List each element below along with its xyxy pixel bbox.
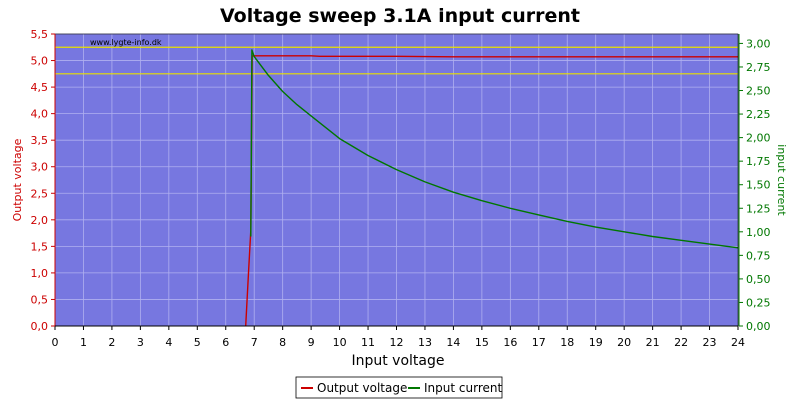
left-tick-label: 5,5 xyxy=(31,28,49,41)
x-tick-label: 17 xyxy=(532,336,546,349)
right-tick-label: 0,25 xyxy=(746,296,771,309)
x-tick-label: 2 xyxy=(108,336,115,349)
chart-title: Voltage sweep 3.1A input current xyxy=(220,5,580,27)
right-tick-label: 2,00 xyxy=(746,132,771,145)
left-tick-label: 0,5 xyxy=(31,293,49,306)
x-tick-label: 22 xyxy=(674,336,688,349)
right-tick-label: 1,50 xyxy=(746,179,771,192)
x-tick-label: 20 xyxy=(617,336,631,349)
left-axis-ticks: 0,0 0,5 1,0 1,5 2,0 2,5 3,0 3,5 4,0 4,5 5,0 5,5 xyxy=(31,28,55,333)
x-tick-label: 16 xyxy=(503,336,517,349)
series-lines xyxy=(245,49,739,327)
right-axis-ticks: 0,00 0,25 0,50 0,75 1,00 1,25 1,50 1,75 2,00 2,25… xyxy=(739,37,771,333)
x-tick-label: 19 xyxy=(589,336,603,349)
right-tick-label: 0,00 xyxy=(746,320,771,333)
x-tick-label: 7 xyxy=(251,336,258,349)
legend-box xyxy=(295,376,503,399)
x-axis-title: Input voltage xyxy=(351,353,444,369)
x-tick-label: 18 xyxy=(560,336,574,349)
series-line-input-current xyxy=(250,49,739,249)
x-tick-label: 1 xyxy=(80,336,87,349)
right-tick-label: 1,00 xyxy=(746,226,771,239)
x-tick-label: 0 xyxy=(52,336,59,349)
x-tick-label: 4 xyxy=(165,336,172,349)
x-tick-label: 3 xyxy=(137,336,144,349)
x-tick-label: 10 xyxy=(333,336,347,349)
left-tick-label: 4,5 xyxy=(31,81,49,94)
x-tick-label: 9 xyxy=(308,336,315,349)
legend: Output voltage Input current xyxy=(295,376,503,399)
x-tick-label: 13 xyxy=(418,336,432,349)
right-tick-label: 2,75 xyxy=(746,61,771,74)
x-tick-label: 21 xyxy=(646,336,660,349)
x-tick-label: 24 xyxy=(731,336,745,349)
x-tick-label: 14 xyxy=(446,336,460,349)
x-tick-label: 15 xyxy=(475,336,489,349)
left-tick-label: 0,0 xyxy=(31,320,49,333)
left-tick-label: 3,0 xyxy=(31,161,49,174)
left-tick-label: 2,0 xyxy=(31,214,49,227)
right-tick-label: 2,50 xyxy=(746,85,771,98)
x-axis-ticks: 0 1 2 3 4 5 6 7 8 9 10 11 12 13 14 15 16 17 18 19 20 21 22 23 24 xyxy=(52,326,745,349)
right-tick-label: 1,25 xyxy=(746,202,771,215)
x-tick-label: 6 xyxy=(222,336,229,349)
left-axis-title: Output voltage xyxy=(11,138,24,221)
x-tick-label: 12 xyxy=(390,336,404,349)
left-tick-label: 2,5 xyxy=(31,187,49,200)
right-axis-title: input current xyxy=(775,144,788,216)
left-tick-label: 1,0 xyxy=(31,267,49,280)
x-tick-label: 5 xyxy=(194,336,201,349)
watermark-text: www.lygte-info.dk xyxy=(90,38,162,47)
x-tick-label: 11 xyxy=(361,336,375,349)
right-tick-label: 3,00 xyxy=(746,37,771,50)
legend-label-input-current: Input current xyxy=(424,381,502,395)
right-tick-label: 0,50 xyxy=(746,273,771,286)
reference-lines xyxy=(55,46,738,75)
left-tick-label: 3,5 xyxy=(31,134,49,147)
right-tick-label: 1,75 xyxy=(746,155,771,168)
legend-label-output-voltage: Output voltage xyxy=(317,381,407,395)
right-tick-label: 2,25 xyxy=(746,108,771,121)
x-tick-label: 8 xyxy=(279,336,286,349)
right-tick-label: 0,75 xyxy=(746,249,771,262)
left-tick-label: 5,0 xyxy=(31,55,49,68)
left-tick-label: 1,5 xyxy=(31,240,49,253)
left-tick-label: 4,0 xyxy=(31,108,49,121)
x-tick-label: 23 xyxy=(703,336,717,349)
